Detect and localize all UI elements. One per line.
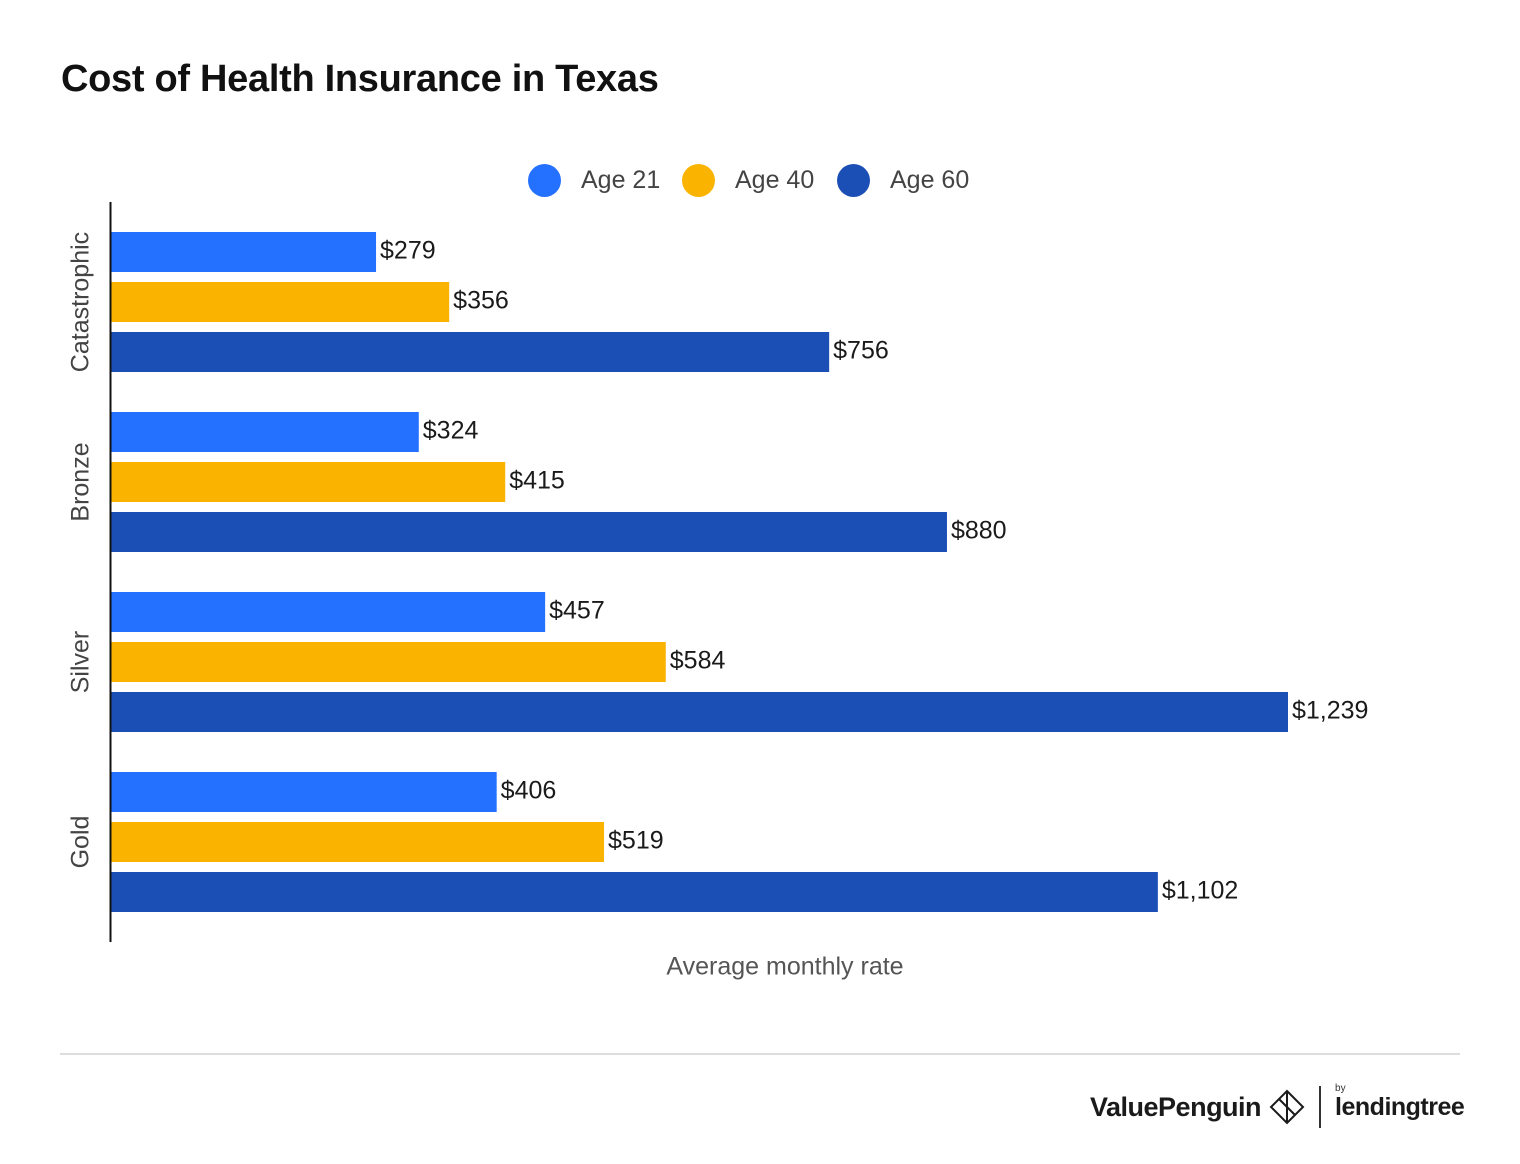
data-label-catastrophic-age-40: $356 (453, 287, 509, 315)
brand-separator (1319, 1086, 1322, 1128)
bar-catastrophic-age-60 (111, 332, 830, 372)
bar-silver-age-40 (111, 642, 666, 682)
legend-item-age-21: Age 21 (528, 162, 660, 198)
lendingtree-logo: by lendingtree (1335, 1083, 1465, 1122)
bar-catastrophic-age-21 (111, 232, 377, 272)
legend-swatch-age-21 (528, 163, 561, 197)
category-label-gold: Gold (67, 816, 95, 869)
bar-gold-age-60 (111, 872, 1158, 912)
bar-gold-age-21 (111, 772, 497, 812)
data-label-catastrophic-age-21: $279 (380, 237, 436, 265)
data-label-silver-age-21: $457 (549, 597, 605, 625)
data-label-gold-age-21: $406 (501, 777, 557, 805)
bar-silver-age-21 (111, 592, 546, 632)
valuepenguin-mark-icon (1269, 1089, 1305, 1125)
footer-divider (60, 1053, 1460, 1055)
data-label-bronze-age-40: $415 (509, 467, 565, 495)
x-axis-title: Average monthly rate (666, 953, 903, 981)
legend-swatch-age-40 (682, 163, 715, 197)
lendingtree-logo-text: lendingtree (1335, 1092, 1465, 1121)
category-label-silver: Silver (67, 631, 95, 694)
data-label-silver-age-60: $1,239 (1292, 697, 1368, 725)
chart-legend: Age 21 Age 40 Age 60 (0, 162, 1520, 198)
legend-item-age-60: Age 60 (837, 162, 969, 198)
legend-label-age-40: Age 40 (735, 165, 815, 194)
legend-swatch-age-60 (837, 163, 870, 197)
data-label-silver-age-40: $584 (670, 647, 726, 675)
footer-branding: ValuePenguin by lendingtree (1090, 1082, 1465, 1132)
data-label-gold-age-60: $1,102 (1162, 877, 1238, 905)
bar-bronze-age-40 (111, 462, 506, 502)
bar-bronze-age-21 (111, 412, 419, 452)
legend-label-age-60: Age 60 (890, 165, 970, 194)
bar-catastrophic-age-40 (111, 282, 450, 322)
data-label-bronze-age-60: $880 (951, 517, 1007, 545)
category-label-catastrophic: Catastrophic (67, 232, 95, 372)
brand-by-text: by (1335, 1082, 1346, 1094)
bar-gold-age-40 (111, 822, 605, 862)
legend-label-age-21: Age 21 (581, 165, 661, 194)
bar-bronze-age-60 (111, 512, 947, 552)
legend-item-age-40: Age 40 (682, 162, 814, 198)
bar-silver-age-60 (111, 692, 1288, 732)
chart-title: Cost of Health Insurance in Texas (61, 58, 659, 100)
category-label-bronze: Bronze (67, 442, 95, 521)
valuepenguin-logo-text: ValuePenguin (1090, 1091, 1262, 1122)
data-label-catastrophic-age-60: $756 (833, 337, 889, 365)
data-label-bronze-age-21: $324 (423, 417, 479, 445)
bar-chart: Catastrophic $279 $356 $756 Bronze $324 $415 $8… (67, 202, 1368, 981)
data-label-gold-age-40: $519 (608, 827, 664, 855)
